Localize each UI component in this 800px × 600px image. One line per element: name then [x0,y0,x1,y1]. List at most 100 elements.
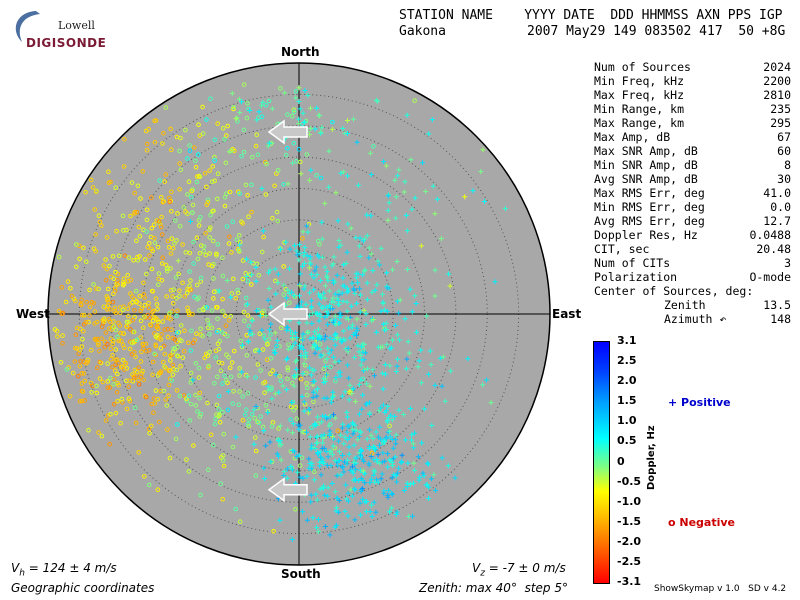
negative-doppler-point [120,357,126,363]
negative-doppler-point [146,305,152,311]
negative-doppler-point [103,277,109,283]
positive-doppler-point [311,477,317,483]
negative-doppler-point [149,288,155,294]
positive-doppler-point [307,177,313,183]
negative-doppler-point [156,271,162,276]
positive-doppler-point [275,453,281,459]
negative-doppler-point [168,126,173,132]
negative-doppler-point [181,393,187,398]
positive-doppler-point [357,235,363,241]
positive-doppler-point [300,229,306,235]
positive-doppler-point [304,320,310,326]
negative-doppler-point [165,266,170,271]
negative-doppler-point [102,319,107,324]
negative-doppler-point [196,365,202,371]
stat-row: Max Freq, kHz 2810 [594,88,791,102]
positive-doppler-point [462,194,468,200]
negative-doppler-point [164,268,170,274]
negative-doppler-point [206,363,211,369]
positive-doppler-point [294,469,300,475]
positive-doppler-point [432,293,438,299]
positive-doppler-point [395,173,401,179]
negative-doppler-point [152,351,157,357]
negative-doppler-point [286,342,291,348]
negative-doppler-point [70,370,76,376]
negative-doppler-point [186,469,192,474]
negative-doppler-point [186,393,192,399]
positive-doppler-point [308,372,314,378]
negative-doppler-point [211,442,216,448]
positive-doppler-point [282,90,288,96]
negative-doppler-point [220,381,225,386]
positive-doppler-point [331,412,336,418]
negative-doppler-point [220,496,225,502]
positive-doppler-point [331,436,337,442]
negative-doppler-point [304,392,310,398]
positive-doppler-point [394,509,400,515]
positive-doppler-point [378,308,384,314]
negative-doppler-point [119,396,125,402]
negative-doppler-point [159,232,165,237]
positive-doppler-point [308,499,314,505]
positive-doppler-point [239,342,245,348]
positive-doppler-point [356,382,362,388]
negative-doppler-point [132,308,137,313]
positive-doppler-point [311,287,317,293]
positive-doppler-point [333,321,339,327]
negative-doppler-point [268,371,273,377]
positive-doppler-point [336,438,342,444]
negative-doppler-point [146,482,152,488]
negative-doppler-point [160,319,165,324]
negative-doppler-point [127,378,132,383]
negative-doppler-point [231,276,236,282]
negative-doppler-point [271,529,276,534]
negative-doppler-point [183,127,188,133]
stat-label: Doppler Res, Hz [594,228,698,242]
positive-doppler-point [393,215,399,221]
negative-doppler-point [163,365,169,371]
negative-doppler-point [201,248,207,254]
negative-doppler-point [96,286,101,292]
stat-label: Num of CITs [594,256,671,270]
negative-doppler-point [148,322,153,328]
positive-doppler-point [289,289,295,295]
positive-doppler-point [432,267,438,273]
positive-doppler-point [262,336,268,342]
vertical-velocity: Vz = -7 ± 0 m/s [472,561,566,579]
positive-doppler-point [262,476,268,482]
negative-doppler-point [141,292,147,297]
positive-doppler-point [386,487,392,493]
stat-label: Min Freq, kHz [594,74,685,88]
negative-doppler-point [197,395,202,401]
positive-doppler-point [410,441,416,447]
negative-doppler-point [178,363,183,369]
positive-doppler-point [327,335,333,341]
negative-doppler-point [277,373,283,379]
negative-doppler-point [153,296,159,301]
negative-doppler-point [105,341,110,347]
positive-doppler-point [418,347,424,353]
positive-doppler-point [367,427,373,433]
negative-doppler-point [201,244,207,249]
positive-doppler-point [355,182,361,188]
negative-doppler-point [193,403,199,408]
positive-doppler-point [301,361,307,366]
negative-doppler-point [68,286,73,291]
positive-doppler-point [358,476,364,482]
positive-doppler-point [300,346,306,352]
stat-row: Max SNR Amp, dB 60 [594,144,791,158]
negative-doppler-point [87,304,93,310]
negative-doppler-point [97,219,103,225]
positive-doppler-point [357,253,363,259]
positive-doppler-point [340,465,346,471]
positive-doppler-point [316,301,322,307]
colorbar-tick-label: 0 [617,454,625,468]
negative-doppler-point [192,294,197,300]
negative-doppler-point [220,255,225,261]
colorbar-title: Doppler, Hz [646,425,657,490]
negative-doppler-point [244,302,249,308]
positive-doppler-point [341,441,347,447]
negative-doppler-point [165,427,170,432]
negative-doppler-point [88,177,94,183]
negative-doppler-point [215,171,221,176]
